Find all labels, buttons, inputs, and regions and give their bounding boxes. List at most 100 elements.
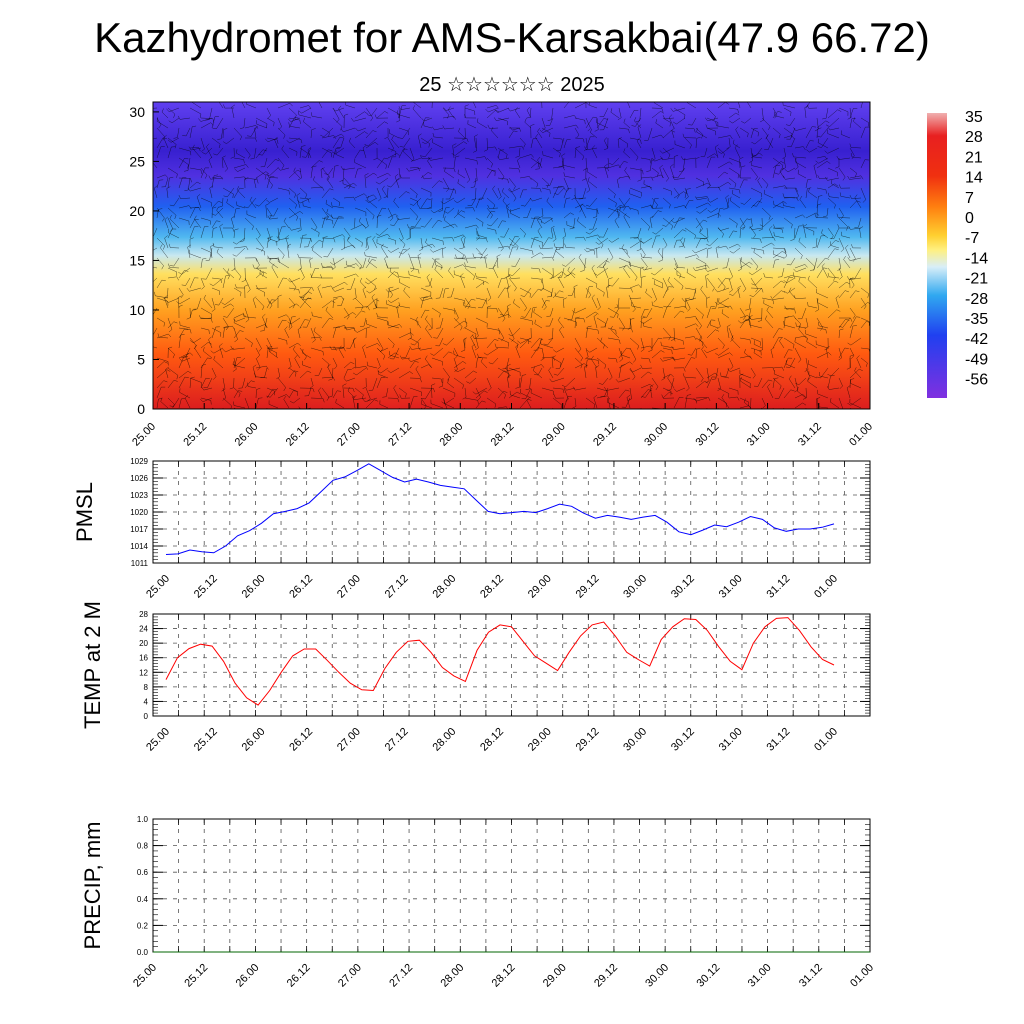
colorbar-label: 7	[965, 190, 974, 207]
profile-ytick: 25	[129, 153, 145, 169]
profile-xtick: 30.12	[694, 421, 722, 449]
xtick-label: 30.12	[669, 573, 697, 601]
xtick-label: 25.00	[131, 962, 159, 990]
profile-xtick: 27.12	[386, 421, 414, 449]
xtick-label: 26.12	[287, 726, 315, 754]
profile-xtick: 28.12	[489, 421, 517, 449]
colorbar-scale	[927, 113, 947, 398]
xtick-label: 27.00	[335, 726, 363, 754]
precip-panel: 0.0 0.2 0.4 0.6 0.8 1.0 PRECIP, mm 25.00 25.12 26…	[80, 815, 876, 990]
xtick-label: 30.00	[621, 726, 649, 754]
xtick-label: 29.12	[592, 962, 620, 990]
xtick-label: 25.12	[192, 726, 220, 754]
xtick-label: 26.00	[240, 573, 268, 601]
xtick-label: 30.12	[669, 726, 697, 754]
ylabel: TEMP at 2 M	[80, 601, 105, 729]
ytick-label: 1011	[131, 559, 149, 568]
xtick-label: 28.12	[478, 726, 506, 754]
colorbar-label: 14	[965, 170, 983, 187]
colorbar-label: -14	[965, 250, 988, 267]
xtick-label: 29.00	[526, 726, 554, 754]
ytick-label: 0	[144, 712, 149, 721]
ytick-label: 20	[139, 639, 148, 648]
profile-xtick: 29.00	[540, 421, 568, 449]
ytick-label: 0.8	[137, 842, 149, 851]
ytick-label: 0.4	[137, 895, 149, 904]
colorbar-label: -7	[965, 230, 979, 247]
colorbar-label: -21	[965, 271, 988, 288]
xtick-label: 26.12	[285, 962, 313, 990]
colorbar-label: 0	[965, 210, 974, 227]
ytick-label: 1029	[130, 457, 148, 466]
ytick-label: 8	[144, 683, 149, 692]
xtick-label: 31.12	[764, 573, 792, 601]
temp-panel: 0 4 8 12 16 20 24 28 TEMP at 2 M 25.00 25.12 26.00 2…	[80, 601, 871, 754]
profile-xtick: 25.00	[130, 421, 158, 449]
xtick-label: 26.12	[287, 573, 315, 601]
xtick-label: 01.00	[848, 962, 876, 990]
page-title: Kazhydromet for AMS-Karsakbai(47.9 66.72…	[94, 14, 930, 61]
xtick-label: 25.00	[144, 726, 172, 754]
ylabel: PRECIP, mm	[80, 822, 105, 950]
xtick-label: 28.00	[430, 573, 458, 601]
pmsl-series-line	[165, 463, 835, 555]
profile-xtick: 30.00	[642, 421, 670, 449]
xtick-label: 31.12	[797, 962, 825, 990]
xtick-label: 25.00	[144, 573, 172, 601]
profile-xtick: 25.12	[181, 421, 209, 449]
ytick-label: 4	[144, 697, 149, 706]
xtick-label: 25.12	[182, 962, 210, 990]
xtick-label: 26.00	[234, 962, 262, 990]
ytick-label: 28	[139, 610, 148, 619]
xtick-label: 01.00	[812, 573, 840, 601]
xtick-label: 25.12	[192, 573, 220, 601]
xtick-label: 27.12	[383, 573, 411, 601]
colorbar: 35 28 21 14 7 0 -7 -14 -21 -28 -35 -42 -49 -56	[927, 109, 988, 398]
profile-ytick: 15	[129, 252, 145, 268]
xtick-label: 27.00	[335, 573, 363, 601]
xtick-label: 31.00	[717, 726, 745, 754]
ytick-label: 16	[139, 654, 148, 663]
profile-xtick: 31.00	[745, 421, 773, 449]
profile-xtick: 29.12	[591, 421, 619, 449]
xtick-label: 28.12	[478, 573, 506, 601]
ytick-label: 1026	[130, 474, 148, 483]
temp-series-line	[165, 617, 835, 706]
xtick-label: 29.12	[574, 573, 602, 601]
colorbar-label: -42	[965, 331, 988, 348]
colorbar-label: -49	[965, 351, 988, 368]
ytick-label: 0.6	[137, 868, 149, 877]
colorbar-label: 28	[965, 129, 983, 146]
ytick-label: 0.2	[137, 921, 149, 930]
colorbar-label: -56	[965, 372, 988, 389]
profile-xtick: 26.00	[233, 421, 261, 449]
colorbar-label: -35	[965, 311, 988, 328]
ylabel: PMSL	[72, 482, 97, 542]
ytick-label: 1017	[130, 525, 148, 534]
xtick-label: 28.12	[490, 962, 518, 990]
xtick-label: 29.00	[541, 962, 569, 990]
xtick-label: 28.00	[430, 726, 458, 754]
xtick-label: 27.12	[383, 726, 411, 754]
xtick-label: 31.00	[717, 573, 745, 601]
pmsl-panel: 1011 1014 1017 1020 1023 1026 1029 PMSL 25.00 25.…	[72, 457, 871, 601]
xtick-label: 30.00	[643, 962, 671, 990]
profile-ytick: 0	[137, 401, 145, 417]
ytick-label: 12	[139, 668, 148, 677]
ytick-label: 1014	[130, 542, 148, 551]
xtick-label: 27.12	[387, 962, 415, 990]
xtick-label: 31.12	[764, 726, 792, 754]
profile-ytick: 5	[137, 351, 145, 367]
profile-xtick: 31.12	[796, 421, 824, 449]
profile-panel: 0 5 10 15 20 25 30 25.00 25.12 26.00 26.12 27.00 27.…	[129, 101, 875, 449]
xtick-label: 26.00	[240, 726, 268, 754]
ytick-label: 1020	[130, 508, 148, 517]
profile-xtick: 27.00	[335, 421, 363, 449]
xtick-label: 28.00	[438, 962, 466, 990]
profile-ytick: 10	[129, 302, 145, 318]
colorbar-label: 35	[965, 109, 983, 126]
ytick-label: 1023	[130, 491, 148, 500]
xtick-label: 30.12	[695, 962, 723, 990]
colorbar-label: 21	[965, 149, 983, 166]
